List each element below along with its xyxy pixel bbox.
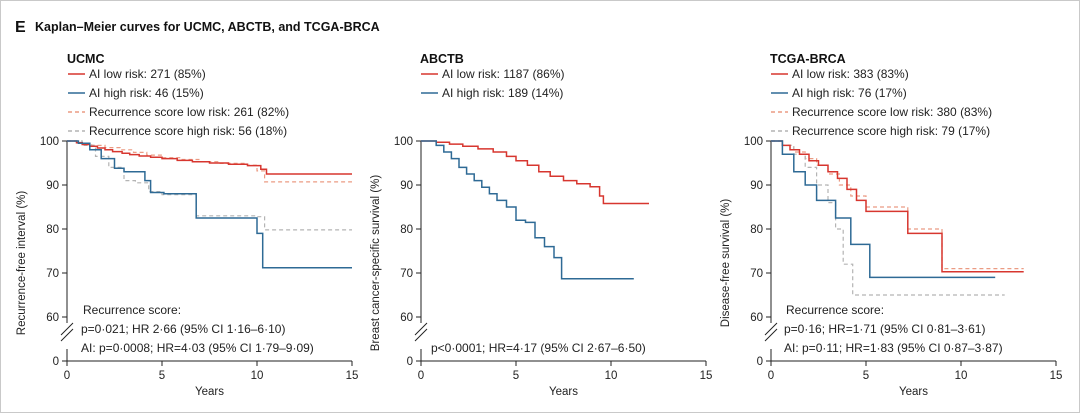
annotation-text: p<0·0001; HR=4·17 (95% CI 2·67–6·50)	[431, 341, 646, 355]
y-tick-label: 90	[46, 180, 59, 192]
y-tick-label: 70	[400, 268, 413, 280]
legend-item-rs_low: Recurrence score low risk: 261 (82%)	[89, 105, 289, 119]
x-tick-label: 10	[955, 370, 968, 382]
annotation-text: Recurrence score:	[83, 303, 181, 317]
x-tick-label: 5	[513, 370, 519, 382]
y-tick-label-origin: 0	[757, 356, 763, 368]
y-tick-label: 100	[744, 136, 763, 148]
y-tick-label: 60	[46, 312, 59, 324]
legend-item-ai_high: AI high risk: 76 (17%)	[792, 86, 907, 100]
x-tick-label: 15	[700, 370, 713, 382]
legend-item-rs_high: Recurrence score high risk: 79 (17%)	[792, 124, 990, 138]
annotation-text: AI: p=0·11; HR=1·83 (95% CI 0·87–3·87)	[784, 341, 1003, 355]
km-curve-ai_high	[421, 140, 634, 280]
annotation-text: AI: p=0·0008; HR=4·03 (95% CI 1·79–9·09)	[81, 341, 314, 355]
annotation-text: p=0·16; HR=1·71 (95% CI 0·81–3·61)	[784, 322, 985, 336]
axis-break-mark	[414, 328, 428, 342]
y-tick-label: 80	[46, 224, 59, 236]
x-tick-label: 0	[64, 370, 70, 382]
km-curve-ai_low	[421, 140, 649, 205]
x-tick-label: 0	[768, 370, 774, 382]
x-axis-label: Years	[195, 386, 224, 398]
y-tick-label-origin: 0	[407, 356, 413, 368]
legend-item-ai_low: AI low risk: 1187 (86%)	[442, 67, 565, 81]
x-tick-label: 0	[418, 370, 424, 382]
legend-item-ai_high: AI high risk: 189 (14%)	[442, 86, 563, 100]
axis-break-mark	[764, 328, 778, 342]
y-tick-label: 70	[750, 268, 763, 280]
km-curve-rs_high	[67, 140, 352, 231]
figure-title: Kaplan–Meier curves for UCMC, ABCTB, and…	[35, 20, 380, 34]
km-curve-ai_low	[771, 140, 1024, 273]
axis-break-mark	[764, 322, 778, 336]
panel-title: UCMC	[67, 52, 105, 66]
y-axis-label: Recurrence-free interval (%)	[16, 191, 28, 336]
axis-break-mark	[60, 328, 74, 342]
panel-title: TCGA-BRCA	[770, 52, 846, 66]
legend-item-rs_high: Recurrence score high risk: 56 (18%)	[89, 124, 287, 138]
y-tick-label: 80	[400, 224, 413, 236]
y-tick-label-origin: 0	[53, 356, 59, 368]
x-axis-label: Years	[899, 386, 928, 398]
y-tick-label: 100	[40, 136, 59, 148]
axis-break-mark	[414, 322, 428, 336]
panel-title: ABCTB	[420, 52, 464, 66]
km-curve-ai_low	[67, 140, 352, 175]
x-tick-label: 15	[346, 370, 359, 382]
km-curve-ai_high	[771, 140, 996, 279]
y-tick-label: 60	[750, 312, 763, 324]
km-curve-rs_high	[771, 140, 1005, 296]
y-tick-label: 90	[400, 180, 413, 192]
x-tick-label: 5	[159, 370, 165, 382]
y-tick-label: 80	[750, 224, 763, 236]
x-tick-label: 10	[251, 370, 264, 382]
km-curve-ai_high	[67, 140, 352, 269]
y-tick-label: 90	[750, 180, 763, 192]
panel-letter: E	[15, 19, 26, 36]
legend-item-ai_low: AI low risk: 271 (85%)	[89, 67, 206, 81]
y-tick-label: 60	[400, 312, 413, 324]
x-tick-label: 5	[863, 370, 869, 382]
y-tick-label: 100	[394, 136, 413, 148]
annotation-text: p=0·021; HR 2·66 (95% CI 1·16–6·10)	[81, 322, 285, 336]
x-tick-label: 10	[605, 370, 618, 382]
y-axis-label: Breast cancer-specific survival (%)	[370, 175, 382, 352]
y-axis-label: Disease-free survival (%)	[720, 199, 732, 328]
y-tick-label: 70	[46, 268, 59, 280]
legend-item-rs_low: Recurrence score low risk: 380 (83%)	[792, 105, 992, 119]
axis-break-mark	[60, 322, 74, 336]
legend-item-ai_low: AI low risk: 383 (83%)	[792, 67, 909, 81]
legend-item-ai_high: AI high risk: 46 (15%)	[89, 86, 204, 100]
x-axis-label: Years	[549, 386, 578, 398]
km-curve-rs_low	[67, 140, 352, 183]
annotation-text: Recurrence score:	[786, 303, 884, 317]
x-tick-label: 15	[1050, 370, 1063, 382]
